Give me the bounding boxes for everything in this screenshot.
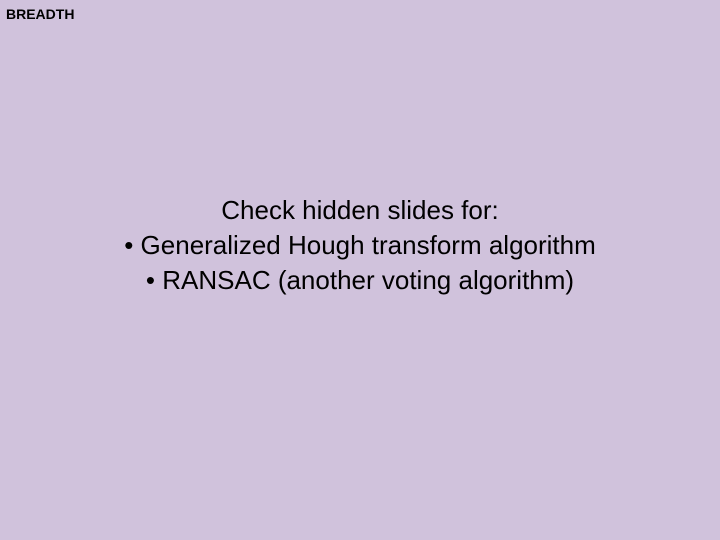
bullet-marker: •: [146, 265, 162, 295]
slide-content: Check hidden slides for: • Generalized H…: [0, 195, 720, 300]
bullet-item-1: • RANSAC (another voting algorithm): [0, 265, 720, 296]
bullet-text-0: Generalized Hough transform algorithm: [141, 230, 596, 260]
intro-text: Check hidden slides for:: [0, 195, 720, 226]
bullet-item-0: • Generalized Hough transform algorithm: [0, 230, 720, 261]
bullet-text-1: RANSAC (another voting algorithm): [162, 265, 574, 295]
header-label: BREADTH: [6, 6, 74, 22]
bullet-marker: •: [124, 230, 140, 260]
